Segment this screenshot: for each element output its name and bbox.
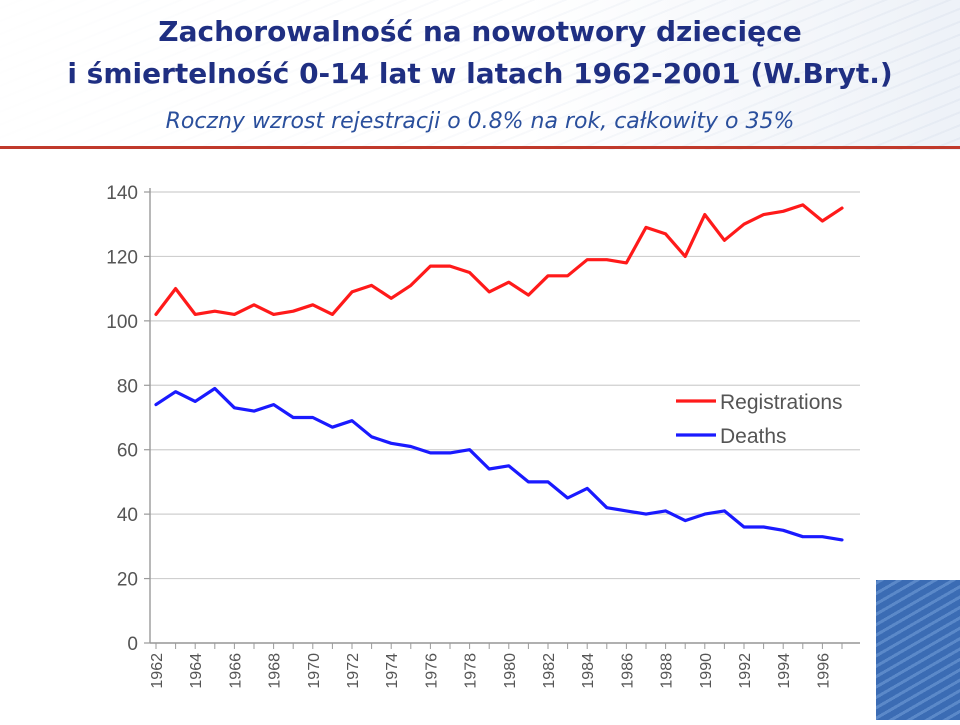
x-tick-label: 1974 [384,653,401,689]
x-tick-label: 1972 [345,653,362,689]
legend: Registrations Deaths [676,391,843,448]
x-tick-label: 1966 [227,653,244,689]
x-tick-label: 1962 [149,653,166,689]
x-tick-label: 1984 [580,653,597,689]
y-tick-label: 60 [117,441,138,462]
x-tick-label: 1982 [541,653,558,689]
x-tick-label: 1964 [188,653,205,689]
x-tick-label: 1994 [776,653,793,689]
legend-label-registrations: Registrations [720,391,843,414]
chart-area: 0 20 40 60 80 100 120 140 1962 1964 1966 1968 1970 19… [40,165,870,720]
series-line-deaths [154,386,844,542]
legend-label-deaths: Deaths [720,425,787,448]
header-background-fade [0,0,960,150]
x-tick-label: 1976 [423,653,440,689]
x-tick-label: 1996 [815,653,832,689]
series-line-registrations [154,203,844,316]
grid-layer [150,191,860,644]
x-tick-label: 1988 [659,653,676,689]
slide-subtitle: Roczny wzrost rejestracji o 0.8% na rok,… [165,109,795,134]
title-divider [0,146,960,149]
slide-title-line-1: Zachorowalność na nowotwory dziecięce [158,15,802,48]
line-chart: 0 20 40 60 80 100 120 140 1962 1964 1966 1968 1970 19… [106,183,860,689]
y-tick-label: 140 [106,183,138,204]
x-tick-label: 1986 [619,653,636,689]
x-tick-label: 1978 [463,653,480,689]
x-tick-label: 1970 [306,653,323,689]
y-tick-label: 40 [117,505,138,526]
slide-title-line-2: i śmiertelność 0-14 lat w latach 1962-20… [67,57,893,90]
x-tick-label: 1990 [698,653,715,689]
series-layer [154,203,844,542]
y-tick-label: 100 [106,312,138,333]
y-tick-label: 80 [117,376,138,397]
corner-decoration [876,580,960,720]
y-tick-label: 120 [106,247,138,268]
y-tick-label: 20 [117,570,138,591]
y-tick-label: 0 [127,634,138,655]
x-tick-label: 1992 [737,653,754,689]
x-tick-label: 1968 [267,653,284,689]
axis-layer: 0 20 40 60 80 100 120 140 1962 1964 1966 1968 1970 19… [106,183,860,689]
x-tick-label: 1980 [502,653,519,689]
